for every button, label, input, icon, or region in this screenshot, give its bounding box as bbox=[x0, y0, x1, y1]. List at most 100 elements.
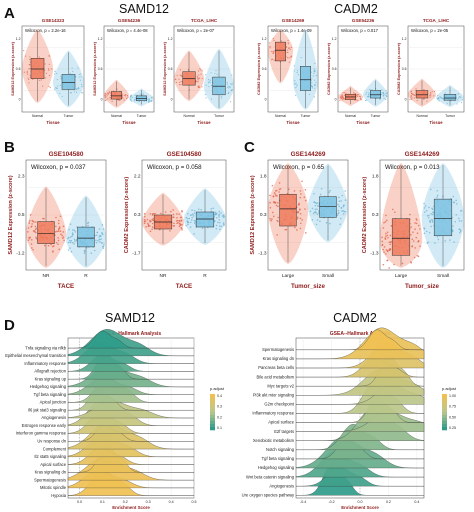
data-point bbox=[32, 248, 34, 251]
data-point bbox=[417, 240, 419, 243]
data-point bbox=[412, 240, 415, 242]
data-point bbox=[271, 211, 274, 214]
data-point bbox=[437, 94, 439, 96]
data-point bbox=[191, 216, 194, 219]
data-point bbox=[460, 220, 463, 222]
data-point bbox=[428, 206, 430, 209]
data-point bbox=[438, 100, 440, 102]
data-point bbox=[344, 199, 347, 201]
data-point bbox=[98, 228, 101, 230]
data-point bbox=[385, 235, 387, 237]
data-point bbox=[271, 50, 273, 53]
data-point bbox=[151, 228, 153, 230]
box-iqr bbox=[195, 211, 215, 228]
data-point bbox=[304, 208, 306, 210]
data-point bbox=[386, 92, 388, 94]
p-adjust-legend: p.adjust 1.00 0.75 0.50 0.25 bbox=[442, 386, 457, 431]
data-point bbox=[381, 89, 383, 91]
data-point bbox=[197, 70, 200, 72]
data-point bbox=[382, 94, 384, 96]
data-point bbox=[43, 69, 46, 71]
data-point bbox=[410, 95, 412, 98]
data-point bbox=[381, 92, 383, 94]
data-point bbox=[427, 241, 429, 243]
data-point bbox=[342, 210, 344, 212]
data-point bbox=[428, 214, 430, 217]
data-point bbox=[391, 208, 394, 211]
data-point bbox=[98, 238, 101, 241]
data-point bbox=[79, 79, 81, 81]
data-point bbox=[72, 229, 74, 231]
data-point bbox=[57, 222, 60, 225]
data-point bbox=[69, 236, 72, 238]
data-point bbox=[187, 212, 189, 215]
pathway-label: Xenobiotic metabolism bbox=[253, 438, 295, 443]
data-point bbox=[337, 212, 339, 215]
legend-swatch bbox=[210, 397, 215, 401]
data-point bbox=[152, 217, 154, 220]
data-point bbox=[198, 85, 200, 87]
data-point bbox=[416, 254, 419, 257]
data-point bbox=[313, 72, 315, 74]
data-point bbox=[452, 195, 455, 198]
data-point bbox=[457, 217, 460, 220]
data-point bbox=[209, 79, 211, 81]
data-point bbox=[423, 207, 426, 209]
wilcoxon-stat: Wilcoxon, p = 0.058 bbox=[147, 164, 202, 171]
data-point bbox=[174, 78, 177, 80]
data-point bbox=[74, 240, 76, 242]
data-point bbox=[50, 243, 52, 246]
data-point bbox=[439, 95, 441, 98]
data-point bbox=[60, 78, 62, 80]
data-point bbox=[105, 96, 107, 98]
data-point bbox=[28, 68, 30, 70]
data-point bbox=[424, 211, 426, 213]
data-point bbox=[135, 99, 137, 101]
x-tick-label: 0.4 bbox=[169, 500, 174, 504]
box-iqr bbox=[111, 91, 122, 100]
data-point bbox=[444, 92, 446, 94]
data-point bbox=[71, 235, 73, 238]
data-point bbox=[130, 98, 132, 100]
data-point bbox=[48, 63, 50, 65]
data-point bbox=[28, 236, 30, 239]
data-point bbox=[164, 211, 167, 213]
data-point bbox=[220, 225, 223, 228]
y-tick-label: 0.6 bbox=[262, 67, 267, 71]
data-point bbox=[288, 188, 290, 190]
data-point bbox=[154, 212, 156, 215]
data-point bbox=[186, 217, 189, 220]
data-point bbox=[101, 232, 103, 234]
data-point bbox=[455, 213, 458, 216]
wilcoxon-stat: Wilcoxon, p = 2e-07 bbox=[177, 28, 215, 33]
data-point bbox=[311, 219, 314, 221]
x-category-label: Large bbox=[395, 273, 408, 279]
x-tick-label: 0.2 bbox=[386, 500, 391, 504]
data-point bbox=[95, 239, 97, 242]
data-point bbox=[189, 226, 192, 228]
data-point bbox=[341, 96, 344, 98]
dataset-title: GSE104580 bbox=[49, 151, 84, 158]
data-point bbox=[77, 67, 79, 69]
data-point bbox=[95, 234, 98, 237]
data-point bbox=[295, 82, 297, 84]
data-point bbox=[119, 99, 121, 101]
data-point bbox=[419, 228, 421, 230]
data-point bbox=[83, 252, 86, 255]
data-point bbox=[301, 219, 303, 221]
x-category-label: NR bbox=[43, 273, 50, 279]
data-point bbox=[381, 240, 384, 243]
y-tick-label: 0 bbox=[265, 97, 267, 101]
data-point bbox=[57, 239, 60, 242]
data-point bbox=[104, 93, 107, 95]
data-point bbox=[35, 236, 37, 239]
data-point bbox=[34, 225, 37, 228]
data-point bbox=[68, 239, 71, 242]
data-point bbox=[383, 97, 385, 99]
box-iqr bbox=[370, 90, 381, 99]
data-point bbox=[54, 88, 56, 90]
data-point bbox=[23, 71, 26, 73]
data-point bbox=[385, 232, 387, 235]
data-point bbox=[381, 236, 383, 239]
data-point bbox=[69, 223, 72, 226]
